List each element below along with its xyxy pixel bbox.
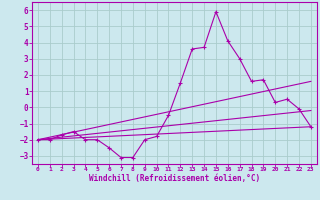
X-axis label: Windchill (Refroidissement éolien,°C): Windchill (Refroidissement éolien,°C) bbox=[89, 174, 260, 183]
